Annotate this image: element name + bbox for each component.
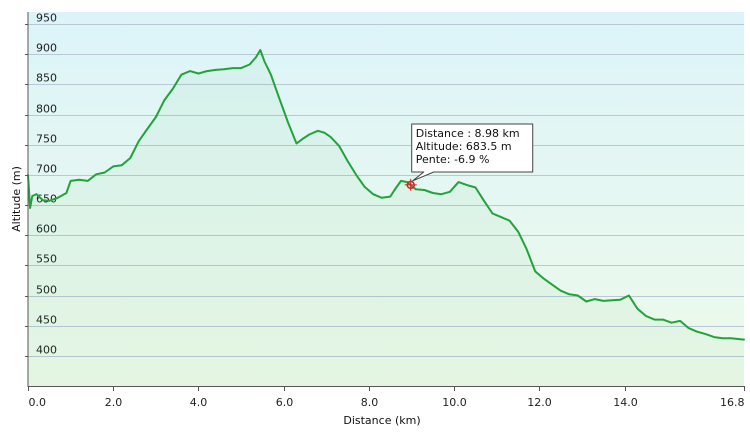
- tooltip-line-2: Altitude: 683.5 m: [416, 140, 512, 153]
- elevation-line: [27, 49, 745, 341]
- x-tick-label: 4.0: [190, 396, 208, 409]
- grid-lines: [28, 24, 744, 357]
- tooltip-line-1: Distance : 8.98 km: [416, 127, 520, 140]
- x-tick-label: 12.0: [527, 396, 552, 409]
- y-tick-label: 850: [36, 72, 57, 85]
- plot-area: [28, 12, 744, 386]
- y-tick-label: 500: [36, 284, 57, 297]
- x-tick-label: 0.0: [29, 396, 47, 409]
- y-tick-label: 650: [36, 193, 57, 206]
- y-axis-title: Altitude (m): [10, 166, 23, 232]
- x-axis-ticks: 0.0 2.0 4.0 6.0 8.0 10.0 12.0 14.0 16.8: [28, 386, 745, 409]
- y-tick-label: 900: [36, 42, 57, 55]
- tooltip-line-3: Pente: -6.9 %: [416, 153, 490, 166]
- x-tick-label: 8.0: [361, 396, 379, 409]
- x-axis-title: Distance (km): [343, 414, 420, 427]
- y-axis-ticks: 400 450 500 550 600 650 700 750 800 850 900 950: [25, 12, 57, 357]
- tooltip-box: [411, 123, 534, 182]
- y-tick-label: 800: [36, 103, 57, 116]
- x-tick-label: 2.0: [105, 396, 123, 409]
- y-tick-label: 400: [36, 344, 57, 357]
- elevation-area-fill: [28, 50, 744, 386]
- y-tick-label: 950: [36, 12, 57, 25]
- y-tick-label: 600: [36, 223, 57, 236]
- y-tick-label: 700: [36, 163, 57, 176]
- y-tick-label: 750: [36, 133, 57, 146]
- y-tick-label: 550: [36, 253, 57, 266]
- x-tick-label: 6.0: [276, 396, 294, 409]
- x-tick-label: 16.8: [720, 396, 745, 409]
- x-tick-label: 14.0: [613, 396, 638, 409]
- position-marker[interactable]: [404, 178, 417, 191]
- y-tick-label: 450: [36, 314, 57, 327]
- x-tick-label: 10.0: [442, 396, 467, 409]
